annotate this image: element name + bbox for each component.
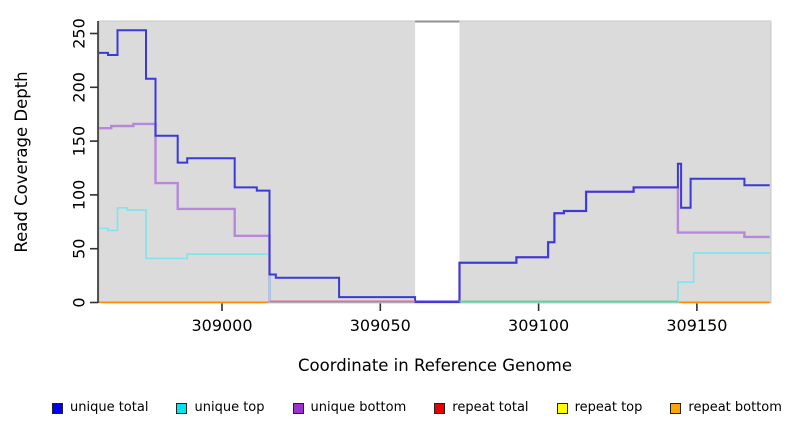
legend-item-unique-top: unique top [176, 399, 265, 417]
series-unique-top [99, 206, 770, 303]
x-tick-label: 309150 [666, 316, 727, 335]
legend-item-repeat-bottom: repeat bottom [670, 399, 782, 417]
y-tick-label: 0 [70, 297, 89, 307]
x-tick-label: 309000 [191, 316, 252, 335]
legend-label: repeat total [452, 400, 529, 415]
plot-legend: unique total unique top unique bottom repea… [0, 399, 792, 417]
legend-item-repeat-total: repeat total [434, 399, 529, 417]
y-tick-label: 50 [70, 239, 89, 259]
x-tick-label: 309050 [350, 316, 411, 335]
legend-swatch-unique-top [176, 402, 188, 414]
legend-label: repeat top [574, 400, 643, 415]
y-tick-label: 150 [70, 126, 89, 157]
legend-label: unique bottom [310, 400, 407, 415]
legend-swatch-unique-total [52, 402, 63, 414]
legend-label: repeat bottom [688, 400, 782, 415]
legend-swatch-repeat-total [434, 402, 446, 414]
legend-label: unique total [70, 400, 149, 415]
y-tick-label: 200 [70, 72, 89, 103]
legend-swatch-repeat-top [556, 402, 568, 414]
legend-item-repeat-top: repeat top [556, 399, 643, 417]
no-data-gap [415, 22, 460, 303]
series-unique-total [99, 29, 770, 303]
y-axis-title: Read Coverage Depth [12, 71, 31, 252]
legend-swatch-repeat-bottom [670, 402, 682, 414]
y-tick-label: 100 [70, 180, 89, 211]
legend-item-unique-bottom: unique bottom [292, 399, 407, 417]
y-tick-label: 250 [70, 18, 89, 49]
x-axis-title: Coordinate in Reference Genome [298, 356, 572, 375]
legend-item-unique-total: unique total [52, 399, 148, 417]
legend-label: unique top [194, 400, 265, 415]
x-tick-label: 309100 [508, 316, 569, 335]
legend-swatch-unique-bottom [292, 402, 304, 414]
